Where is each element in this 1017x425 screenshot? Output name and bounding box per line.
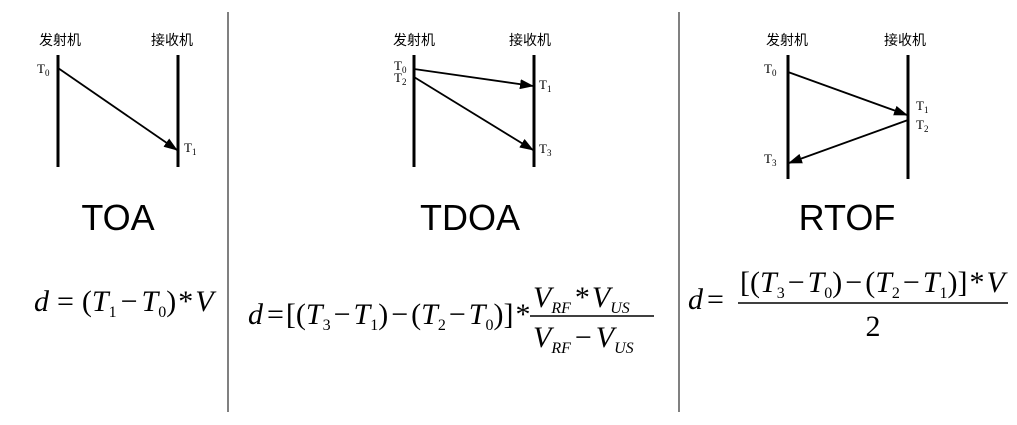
rtof-t1-label: T1 — [916, 98, 928, 115]
tdoa-us-signal-arrow — [413, 76, 534, 151]
toa-receiver-label: 接收机 — [151, 32, 193, 49]
tdoa-formula-denominator: VRF − VUS — [533, 321, 634, 357]
rtof-t3-label: T3 — [764, 151, 777, 168]
toa-signal-arrow — [57, 67, 178, 151]
tdoa-t3-label: T3 — [539, 141, 552, 158]
tdoa-transmitter-label: 发射机 — [393, 33, 435, 49]
tdoa-rf-signal-arrow — [413, 68, 534, 90]
tdoa-panel: 发射机 接收机 T0 T2 T1 T3 TDOA — [393, 32, 552, 238]
toa-transmitter-label: 发射机 — [39, 33, 81, 49]
rtof-t0-label: T0 — [764, 61, 777, 78]
tdoa-t1-label: T1 — [539, 77, 551, 94]
tdoa-formula-lhs: d =[(T3− T1) − (T2− T0)]* — [248, 298, 530, 334]
tdoa-t0-label: T0 — [394, 58, 407, 75]
rtof-transmitter-label: 发射机 — [766, 33, 808, 49]
rtof-outbound-arrow — [787, 71, 908, 116]
tdoa-receiver-label: 接收机 — [509, 32, 551, 49]
rtof-formula-denominator: 2 — [866, 310, 881, 343]
rtof-return-arrow — [788, 119, 909, 164]
tdoa-method-title: TDOA — [420, 197, 520, 238]
toa-formula: d = (T1− T0)*V — [34, 285, 217, 321]
rtof-receiver-label: 接收机 — [884, 32, 926, 49]
rtof-method-title: RTOF — [799, 197, 896, 238]
toa-panel: 发射机 接收机 T0 T1 TOA — [37, 32, 196, 238]
toa-t1-label: T1 — [184, 140, 196, 157]
toa-t0-label: T0 — [37, 61, 50, 78]
rtof-formula-numerator: [(T3− T0) − (T2− T1)]*V — [740, 266, 1009, 302]
tdoa-formula-numerator: VRF *VUS — [533, 281, 630, 317]
rtof-t2-label: T2 — [916, 117, 928, 134]
rtof-formula-lhs: d = — [688, 283, 724, 316]
tdoa-t2-label: T2 — [394, 70, 406, 87]
rtof-panel: 发射机 接收机 T0 T1 T2 T3 RTOF — [764, 32, 928, 238]
toa-method-title: TOA — [81, 197, 154, 238]
